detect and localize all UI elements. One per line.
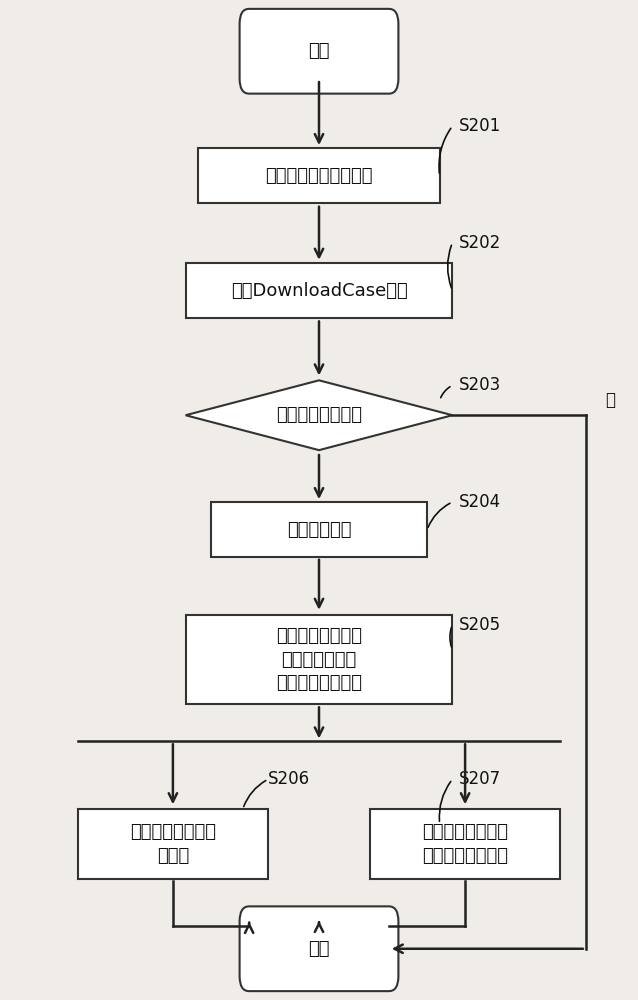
Text: 开始: 开始: [308, 42, 330, 60]
FancyBboxPatch shape: [186, 615, 452, 704]
FancyBboxPatch shape: [78, 809, 268, 879]
Polygon shape: [186, 380, 452, 450]
Text: S203: S203: [459, 376, 501, 394]
Text: S204: S204: [459, 493, 501, 511]
Text: 检查连接是否成功: 检查连接是否成功: [276, 406, 362, 424]
Text: 主线程进入用例显
示界面: 主线程进入用例显 示界面: [130, 823, 216, 865]
Text: S201: S201: [459, 117, 501, 135]
Text: S206: S206: [268, 770, 310, 788]
FancyBboxPatch shape: [186, 263, 452, 318]
FancyBboxPatch shape: [211, 502, 427, 557]
Text: 结束: 结束: [308, 940, 330, 958]
Text: 选择项目、计划、版本: 选择项目、计划、版本: [265, 167, 373, 185]
FancyBboxPatch shape: [240, 9, 398, 94]
Text: S205: S205: [459, 616, 501, 634]
FancyBboxPatch shape: [240, 906, 398, 991]
Text: 开始下载用例: 开始下载用例: [286, 521, 352, 539]
Text: S202: S202: [459, 234, 501, 252]
Text: 下载用例完成后，
进入用例显示界
面，等待下载完成: 下载用例完成后， 进入用例显示界 面，等待下载完成: [276, 627, 362, 692]
Text: 后台线程继续把下
载的用例写入文件: 后台线程继续把下 载的用例写入文件: [422, 823, 508, 865]
Text: 点击DownloadCase按钮: 点击DownloadCase按钮: [230, 282, 408, 300]
Text: S207: S207: [459, 770, 501, 788]
Text: 否: 否: [605, 391, 615, 409]
FancyBboxPatch shape: [198, 148, 440, 203]
FancyBboxPatch shape: [370, 809, 560, 879]
